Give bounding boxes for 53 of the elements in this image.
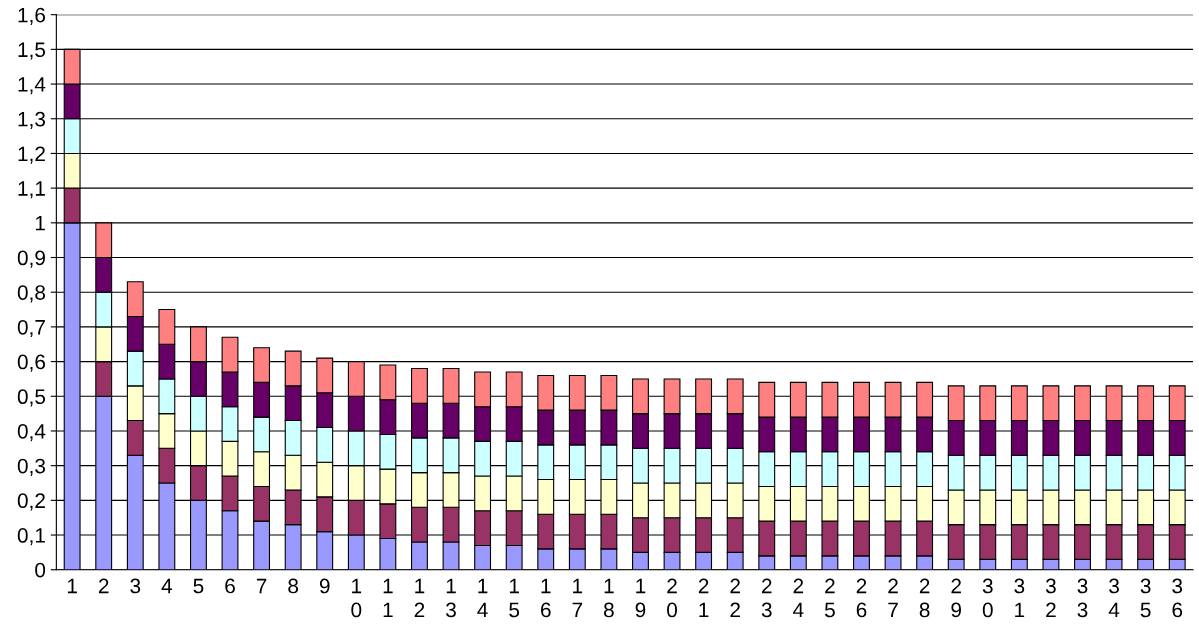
- x-tick-label: 1: [67, 578, 77, 594]
- x-tick-label: 24: [793, 578, 804, 618]
- y-tick-label: 0,8: [17, 285, 46, 303]
- x-tick-label: 23: [761, 578, 772, 618]
- x-tick-label: 19: [635, 578, 646, 618]
- x-tick-label: 3 4: [1108, 578, 1120, 618]
- x-tick-label: 28: [919, 578, 930, 618]
- x-tick-label: 11: [383, 578, 393, 618]
- x-tick-label: 21: [698, 578, 709, 618]
- x-tick-label: 10: [351, 578, 362, 618]
- y-tick-label: 1,3: [18, 111, 46, 129]
- y-tick-label: 0,9: [17, 250, 45, 268]
- x-tick-label: 6: [225, 578, 235, 594]
- x-tick-label: 7: [256, 578, 267, 594]
- x-tick-label: 33: [1077, 578, 1088, 618]
- y-tick-label: 0,2: [17, 493, 45, 511]
- x-tick-label: 31: [1014, 578, 1025, 618]
- x-tick-label: 8: [288, 578, 299, 594]
- x-tick-label: 14: [477, 578, 488, 618]
- x-tick-label: 15: [509, 578, 520, 618]
- y-tick-label: 1,1: [18, 181, 45, 199]
- x-tick-label: 22: [730, 578, 740, 618]
- x-tick-label: 20: [667, 578, 678, 618]
- x-tick-label: 25: [824, 578, 835, 618]
- x-tick-label: 2: [98, 578, 109, 594]
- y-tick-label: 0,7: [17, 319, 45, 338]
- x-tick-label: 5: [193, 578, 204, 594]
- y-tick-label: 0,6: [17, 354, 46, 372]
- x-tick-label: 4: [161, 578, 173, 594]
- x-tick-label: 13: [446, 578, 456, 618]
- y-tick-label: 0,1: [17, 528, 45, 546]
- x-tick-label: 18: [604, 578, 614, 618]
- x-tick-label: 9: [319, 578, 330, 594]
- x-tick-label: 29: [951, 578, 962, 618]
- y-tick-label: 0,3: [17, 458, 46, 476]
- y-tick-label: 1,6: [18, 7, 46, 25]
- x-tick-label: 36: [1172, 578, 1183, 618]
- x-tick-label: 35: [1140, 578, 1151, 618]
- y-tick-label: 1,4: [18, 77, 46, 95]
- y-tick-label: 1: [35, 216, 45, 231]
- y-tick-label: 0,5: [17, 389, 46, 407]
- x-tick-label: 27: [888, 578, 898, 618]
- y-tick-label: 0: [35, 562, 46, 578]
- x-tick-label: 30: [982, 578, 993, 618]
- x-tick-label: 16: [541, 578, 551, 618]
- y-tick-label: 1,2: [18, 146, 45, 164]
- x-tick-label: 26: [856, 578, 867, 618]
- x-tick-label: 32: [1045, 578, 1056, 618]
- x-tick-label: 1 2: [414, 578, 425, 618]
- x-tick-label: 17: [572, 578, 583, 618]
- y-tick-label: 1,5: [18, 42, 46, 60]
- x-tick-label: 3: [130, 578, 141, 594]
- y-tick-label: 0,4: [17, 423, 46, 442]
